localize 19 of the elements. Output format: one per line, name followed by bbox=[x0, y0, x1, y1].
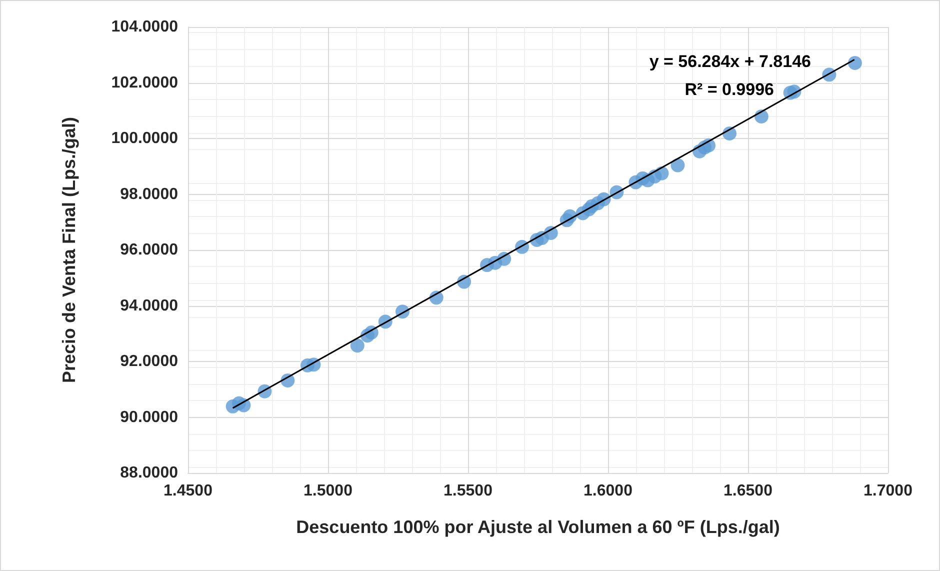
y-tick-label: 90.0000 bbox=[120, 408, 178, 426]
x-tick-label: 1.7000 bbox=[864, 482, 913, 500]
x-tick-label: 1.5000 bbox=[304, 482, 353, 500]
x-axis-title: Descuento 100% por Ajuste al Volumen a 60 ºF (Lps./gal) bbox=[296, 517, 780, 537]
x-tick-label: 1.4500 bbox=[164, 482, 213, 500]
y-tick-label: 102.0000 bbox=[111, 74, 178, 92]
annotation: y = 56.284x + 7.8146 bbox=[649, 52, 812, 71]
annotation: R² = 0.9996 bbox=[684, 80, 774, 99]
x-tick-label: 1.5500 bbox=[444, 482, 493, 500]
x-tick-label: 1.6000 bbox=[584, 482, 633, 500]
y-tick-label: 94.0000 bbox=[120, 297, 178, 314]
y-tick-label: 96.0000 bbox=[120, 242, 178, 258]
y-tick-label: 104.0000 bbox=[111, 18, 178, 36]
y-axis-title: Precio de Venta Final (Lps./gal) bbox=[59, 116, 79, 384]
y-tick-label: 88.0000 bbox=[120, 464, 178, 482]
y-tick-label: 100.0000 bbox=[111, 130, 178, 147]
x-tick-label: 1.6500 bbox=[724, 482, 773, 500]
y-tick-label: 98.0000 bbox=[120, 186, 178, 203]
y-tick-label: 92.0000 bbox=[120, 353, 178, 370]
